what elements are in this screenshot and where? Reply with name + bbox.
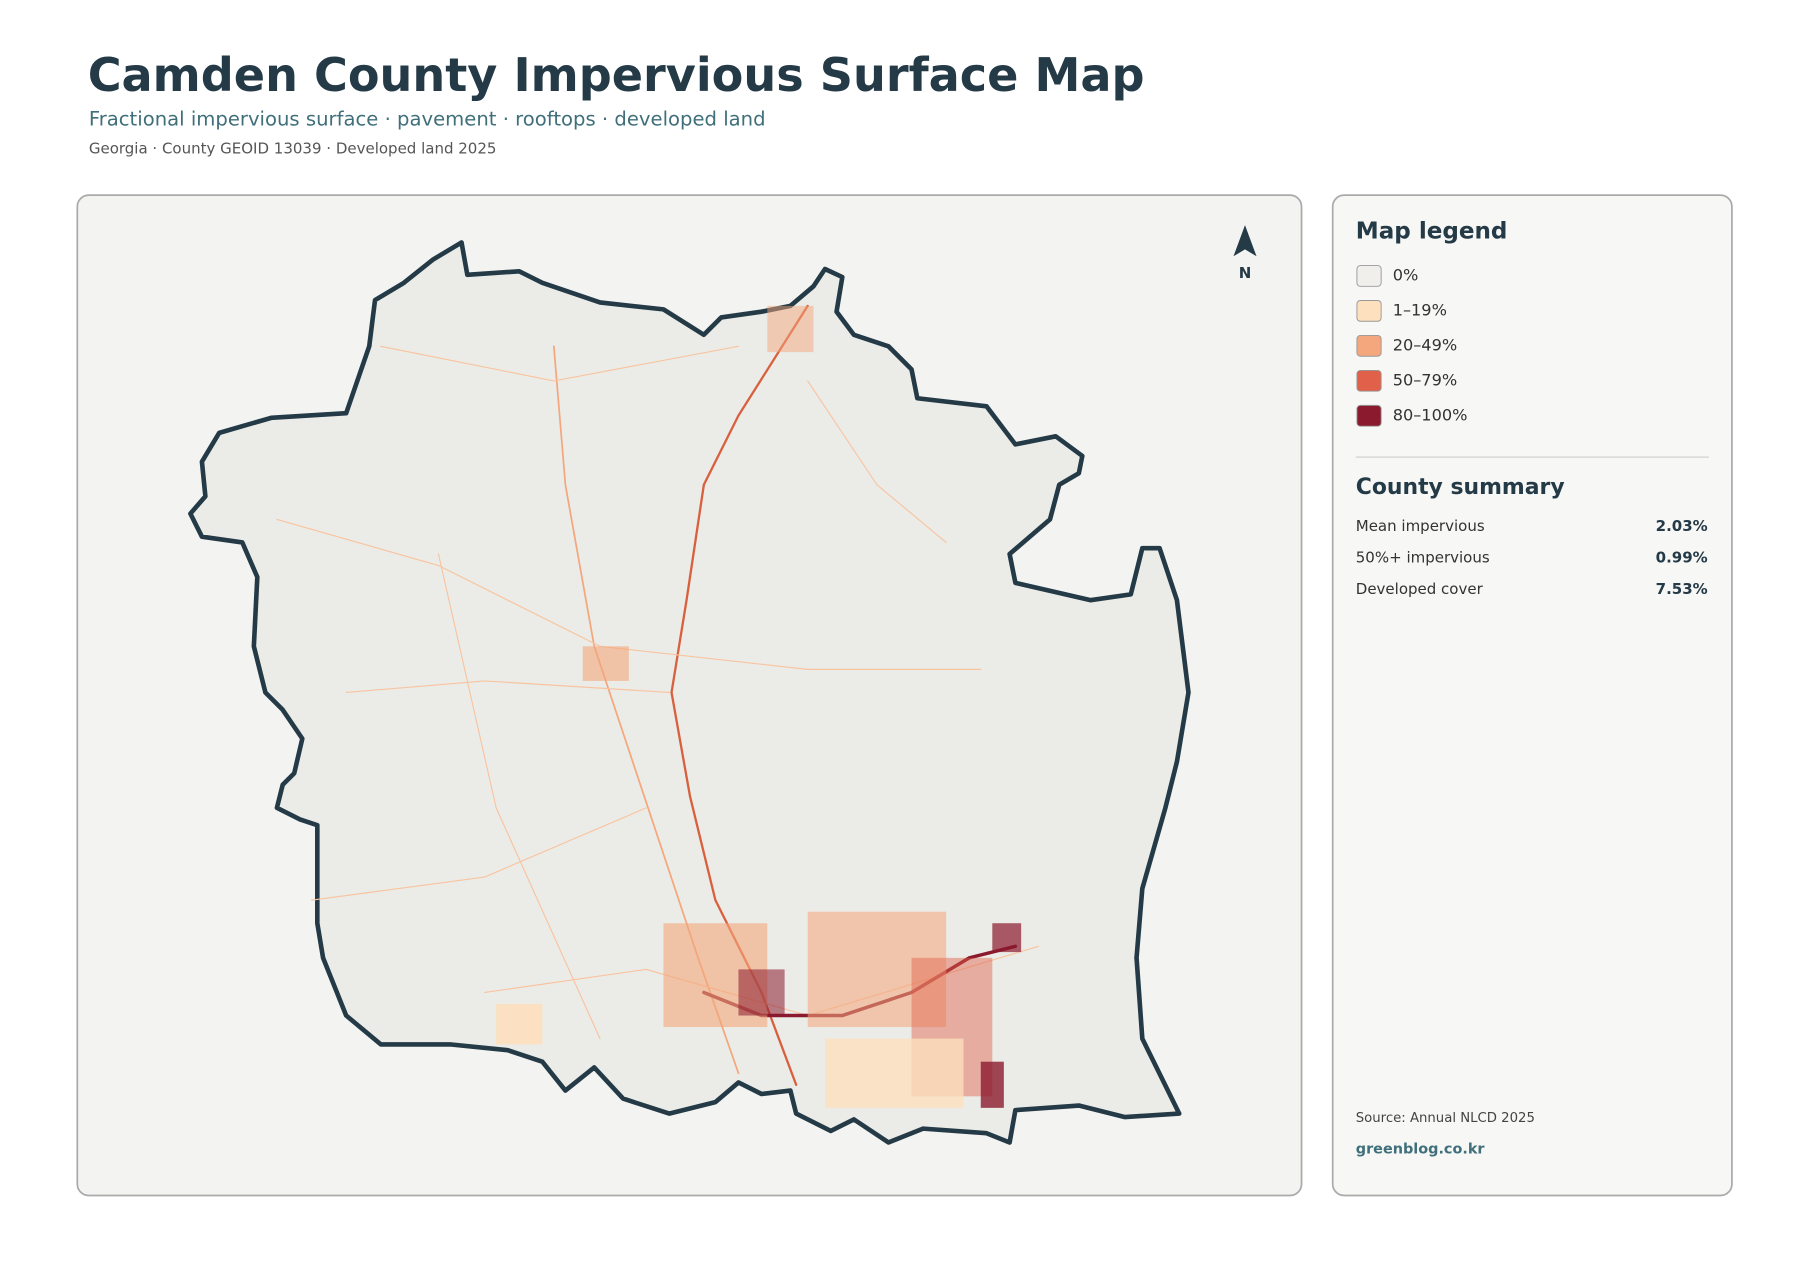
subtitle: Fractional impervious surface · pavement… bbox=[89, 108, 766, 131]
summary-label: Mean impervious bbox=[1356, 517, 1485, 535]
legend-label: 0% bbox=[1393, 265, 1419, 284]
legend-title: Map legend bbox=[1356, 219, 1508, 245]
dev-patch bbox=[825, 1038, 964, 1108]
north-label: N bbox=[1239, 264, 1252, 282]
summary-value: 2.03% bbox=[1656, 517, 1708, 535]
summary-rows: Mean impervious 2.03% 50%+ impervious 0.99%… bbox=[1356, 517, 1708, 598]
dev-patch bbox=[738, 969, 785, 1016]
legend-panel bbox=[1331, 194, 1733, 1197]
summary-title: County summary bbox=[1356, 475, 1565, 500]
title: Camden County Impervious Surface Map bbox=[88, 48, 1145, 102]
dev-patch bbox=[992, 923, 1022, 953]
legend-label: 20–49% bbox=[1393, 335, 1457, 354]
north-arrow bbox=[1233, 225, 1257, 257]
legend-label: 50–79% bbox=[1393, 370, 1457, 389]
county-map bbox=[188, 240, 1191, 1145]
legend-swatch bbox=[1356, 335, 1382, 357]
summary-value: 7.53% bbox=[1656, 580, 1708, 598]
summary-label: 50%+ impervious bbox=[1356, 548, 1490, 566]
legend-swatch bbox=[1356, 265, 1382, 287]
legend-swatch bbox=[1356, 404, 1382, 427]
site-link[interactable]: greenblog.co.kr bbox=[1356, 1141, 1486, 1157]
summary-label: Developed cover bbox=[1356, 580, 1484, 598]
dev-patch bbox=[807, 911, 947, 1028]
dev-patch bbox=[980, 1061, 1004, 1108]
legend-items: 0% 1–19% 20–49% 50–79% 80–100% bbox=[1356, 265, 1468, 427]
dev-patch bbox=[767, 305, 814, 353]
legend-swatch bbox=[1356, 369, 1382, 392]
developed-areas bbox=[496, 305, 1022, 1108]
source: Source: Annual NLCD 2025 bbox=[1356, 1111, 1535, 1126]
legend-label: 80–100% bbox=[1393, 405, 1468, 424]
legend-swatch bbox=[1356, 300, 1382, 322]
summary-value: 0.99% bbox=[1656, 548, 1708, 566]
legend-label: 1–19% bbox=[1393, 300, 1447, 319]
dev-patch bbox=[496, 1004, 543, 1045]
meta: Georgia · County GEOID 13039 · Developed… bbox=[89, 140, 497, 158]
dev-patch bbox=[582, 646, 629, 681]
